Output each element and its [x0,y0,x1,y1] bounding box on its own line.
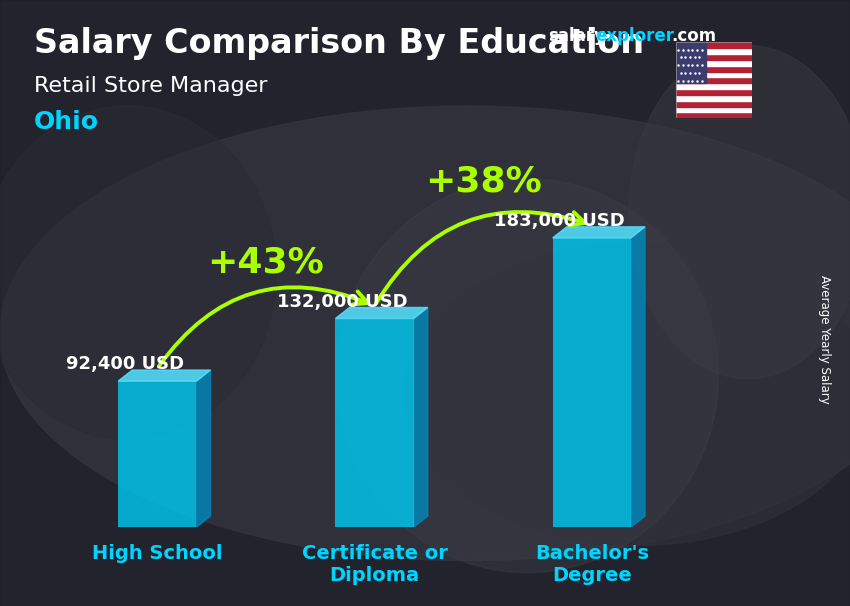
Bar [336,319,414,527]
Bar [676,65,752,72]
Ellipse shape [629,45,850,379]
Text: 183,000 USD: 183,000 USD [494,212,625,230]
Bar [676,60,752,65]
Text: Ohio: Ohio [34,110,99,135]
Bar [676,95,752,101]
Bar [676,54,752,60]
Bar [118,381,196,527]
Text: 132,000 USD: 132,000 USD [276,293,407,310]
Text: .com: .com [672,27,717,45]
Polygon shape [552,227,645,238]
Bar [676,42,706,83]
Text: Retail Store Manager: Retail Store Manager [34,76,268,96]
Text: Salary Comparison By Education: Salary Comparison By Education [34,27,644,60]
Bar [676,89,752,95]
Text: 92,400 USD: 92,400 USD [65,355,184,373]
Ellipse shape [0,106,850,561]
Text: salary: salary [548,27,605,45]
Bar [676,101,752,107]
Ellipse shape [404,242,850,545]
Bar [676,72,752,78]
Polygon shape [118,370,211,381]
Polygon shape [631,227,645,527]
Ellipse shape [0,106,276,439]
Bar [676,48,752,54]
Text: +38%: +38% [425,165,541,199]
Text: +43%: +43% [207,245,324,279]
Polygon shape [196,370,211,527]
Polygon shape [336,307,428,319]
Bar [676,107,752,112]
Bar [552,238,631,527]
Text: Average Yearly Salary: Average Yearly Salary [819,275,831,404]
Bar [676,78,752,83]
Bar [676,42,752,48]
Polygon shape [414,307,428,527]
Bar [676,83,752,89]
Ellipse shape [336,179,718,573]
Text: explorer: explorer [595,27,674,45]
Bar [676,112,752,118]
